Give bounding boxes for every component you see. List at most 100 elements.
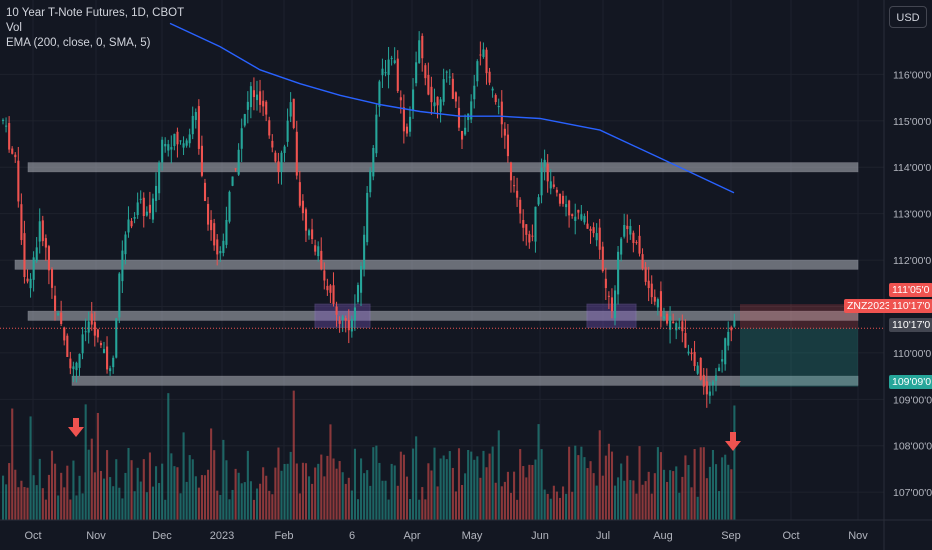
candle-body xyxy=(693,351,696,367)
volume-bar xyxy=(470,451,473,520)
volume-bar xyxy=(102,478,106,520)
candle-body xyxy=(207,203,210,225)
candle-body xyxy=(638,235,641,254)
currency-button[interactable]: USD xyxy=(889,6,927,28)
candle-body xyxy=(473,85,476,100)
y-tick-label: 114'00'0 xyxy=(893,162,931,174)
candle-body xyxy=(531,235,534,237)
candle-body xyxy=(75,362,78,371)
volume-bar xyxy=(408,498,412,520)
candle-body xyxy=(219,251,222,254)
volume-bar xyxy=(549,498,552,520)
position-box xyxy=(740,304,858,387)
volume-bar xyxy=(375,445,378,520)
volume-bar xyxy=(390,463,393,520)
volume-bar xyxy=(84,404,87,520)
candle-body xyxy=(650,283,653,298)
y-tick-label: 113'00'0 xyxy=(893,209,931,221)
volume-bar xyxy=(72,460,75,520)
candle-body xyxy=(503,128,506,136)
candle-body xyxy=(607,295,610,297)
volume-bar xyxy=(381,480,384,520)
volume-bar xyxy=(476,456,479,520)
arrow-down-icon xyxy=(730,432,736,441)
candle-body xyxy=(424,65,427,79)
ema-label[interactable]: EMA (200, close, 0, SMA, 5) xyxy=(6,37,151,49)
volume-bar xyxy=(699,447,702,520)
volume-bar xyxy=(197,487,200,520)
y-tick-label: 110'00'0 xyxy=(893,348,931,360)
candle-body xyxy=(626,225,629,230)
volume-bar xyxy=(693,449,696,520)
volume-bar xyxy=(283,463,286,520)
candle-body xyxy=(482,49,485,57)
volume-bar xyxy=(473,459,476,520)
x-tick-label: Sep xyxy=(721,530,741,542)
volume-bar xyxy=(222,439,225,520)
volume-bar xyxy=(335,468,338,520)
candle-body xyxy=(393,60,396,64)
x-tick-label: May xyxy=(462,530,483,542)
candle-body xyxy=(405,126,409,134)
candle-body xyxy=(314,245,317,252)
candle-body xyxy=(102,349,106,353)
volume-bar xyxy=(268,490,271,520)
volume-bar xyxy=(311,483,314,520)
arrow-down-icon xyxy=(73,418,79,427)
candle-body xyxy=(252,90,256,98)
volume-bar xyxy=(191,459,194,520)
volume-bar xyxy=(121,498,124,520)
volume-bar xyxy=(17,487,20,520)
candle-body xyxy=(289,102,292,117)
volume-bar xyxy=(412,448,415,520)
volume-label[interactable]: Vol xyxy=(6,22,22,34)
candle-body xyxy=(672,321,675,324)
candle-body xyxy=(506,134,509,157)
volume-bar xyxy=(99,470,103,520)
volume-bar xyxy=(115,459,118,520)
volume-bar xyxy=(2,475,5,520)
volume-bar xyxy=(243,482,246,520)
volume-bar xyxy=(629,480,632,520)
candle-body xyxy=(274,152,277,162)
volume-bar xyxy=(464,473,467,520)
candle-body xyxy=(488,71,491,83)
candle-body xyxy=(684,333,687,348)
volume-bar xyxy=(733,405,736,520)
volume-bar xyxy=(442,455,445,520)
candle-body xyxy=(408,116,412,132)
volume-bar xyxy=(405,476,409,520)
volume-bar xyxy=(500,486,503,520)
volume-bar xyxy=(292,390,295,520)
volume-bar xyxy=(430,470,433,520)
candle-body xyxy=(127,219,130,233)
volume-bar xyxy=(641,484,644,520)
volume-bars xyxy=(2,390,736,520)
volume-bar xyxy=(696,496,699,520)
candle-body xyxy=(592,227,595,234)
candle-body xyxy=(231,176,234,186)
volume-bar xyxy=(415,436,418,520)
candle-body xyxy=(47,246,50,271)
candle-body xyxy=(402,107,405,132)
volume-bar xyxy=(525,477,528,520)
volume-bar xyxy=(210,428,213,520)
candle-body xyxy=(246,101,249,110)
volume-bar xyxy=(60,472,63,520)
volume-bar xyxy=(151,486,155,520)
volume-bar xyxy=(118,487,121,520)
chart-title[interactable]: 10 Year T-Note Futures, 1D, CBOT xyxy=(6,7,185,19)
arrow-down-icon xyxy=(725,441,741,451)
candle-body xyxy=(451,78,454,99)
volume-bar xyxy=(424,499,427,520)
price-zone xyxy=(27,162,859,173)
volume-bar xyxy=(142,459,145,520)
volume-bar xyxy=(656,447,659,520)
candle-body xyxy=(705,381,708,395)
candle-body xyxy=(436,96,439,106)
candle-body xyxy=(412,89,415,111)
candle-body xyxy=(57,313,60,316)
candle-body xyxy=(644,267,647,282)
y-tick-label: 112'00'0 xyxy=(893,255,931,267)
